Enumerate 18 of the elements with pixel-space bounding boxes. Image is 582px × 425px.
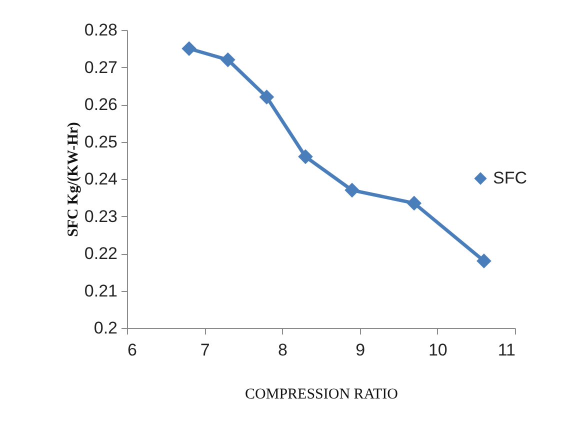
y-axis-title: SFC Kg/(KW-Hr) xyxy=(65,122,82,237)
x-tick-label: 6 xyxy=(128,340,137,360)
y-tick-label: 0.27 xyxy=(84,58,118,77)
x-axis-title: COMPRESSION RATIO xyxy=(245,386,398,402)
y-tick-label: 0.23 xyxy=(84,206,118,226)
x-tick-label: 10 xyxy=(428,340,448,360)
legend-label: SFC xyxy=(493,168,527,188)
x-tick-label: 9 xyxy=(356,340,366,360)
y-tick-label: 0.21 xyxy=(84,281,118,300)
x-tick-label: 11 xyxy=(498,340,516,360)
y-tick-label: 0.24 xyxy=(84,170,118,188)
y-tick-label: 0.26 xyxy=(84,95,118,114)
y-tick-label: 0.2 xyxy=(94,318,118,338)
x-tick-label: 7 xyxy=(200,340,210,360)
x-tick-label: 8 xyxy=(278,340,288,360)
y-tick-label: 0.28 xyxy=(84,20,118,40)
y-tick-label: 0.25 xyxy=(84,132,118,152)
y-tick-label: 0.22 xyxy=(84,244,118,263)
